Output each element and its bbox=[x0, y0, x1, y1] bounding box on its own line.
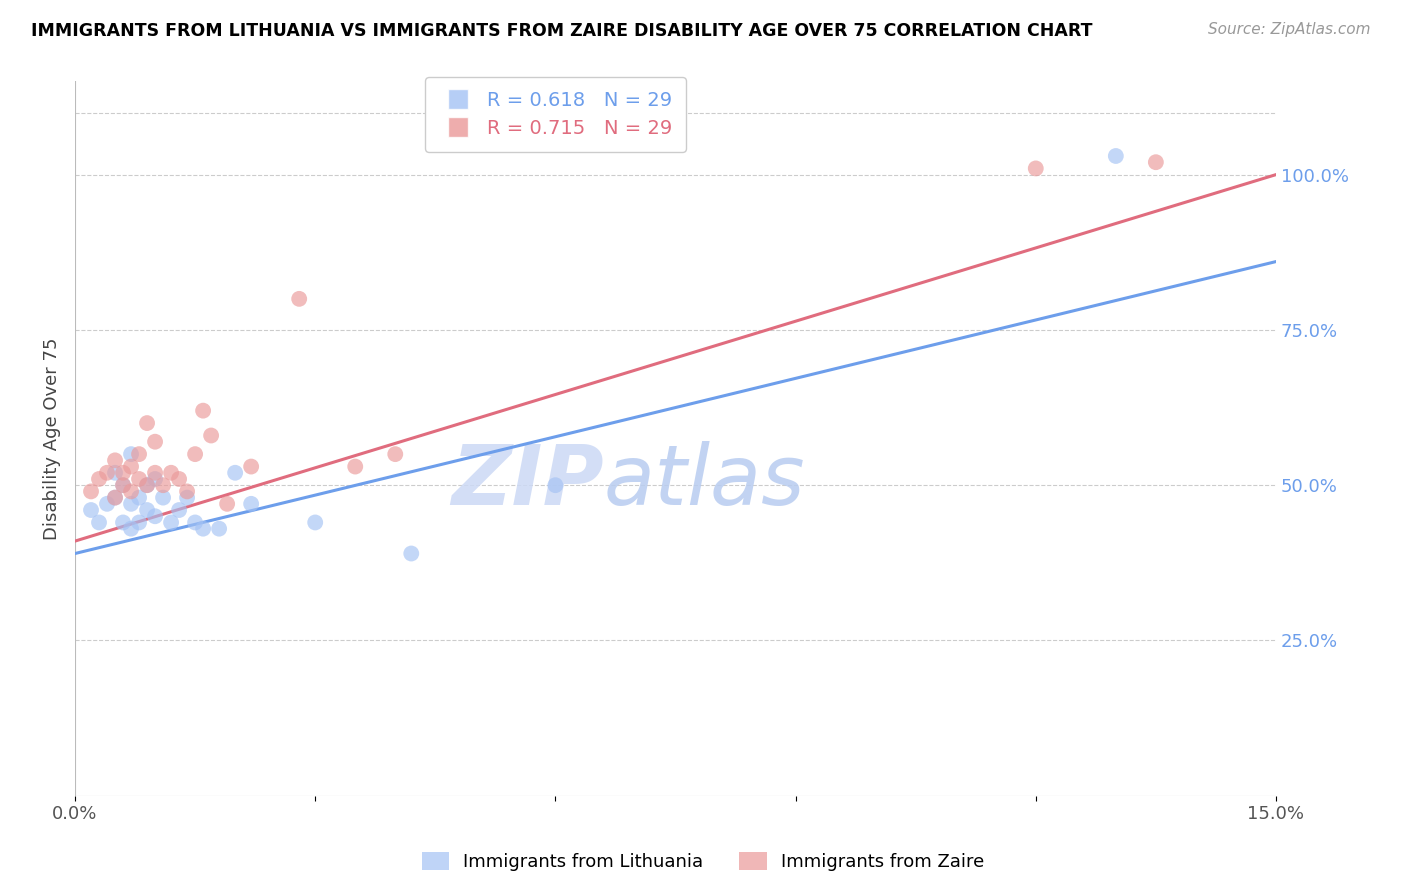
Point bbox=[120, 459, 142, 474]
Point bbox=[120, 522, 142, 536]
Point bbox=[191, 403, 214, 417]
Point bbox=[104, 491, 127, 505]
Point bbox=[176, 491, 198, 505]
Point bbox=[184, 447, 207, 461]
Point bbox=[217, 497, 239, 511]
Legend: R = 0.618   N = 29, R = 0.715   N = 29: R = 0.618 N = 29, R = 0.715 N = 29 bbox=[425, 77, 686, 152]
Point bbox=[304, 516, 326, 530]
Point bbox=[128, 447, 150, 461]
Point bbox=[112, 516, 135, 530]
Point bbox=[176, 484, 198, 499]
Point bbox=[120, 497, 142, 511]
Point bbox=[152, 478, 174, 492]
Text: ZIP: ZIP bbox=[451, 441, 603, 522]
Point bbox=[401, 547, 423, 561]
Point bbox=[80, 484, 103, 499]
Point bbox=[87, 472, 110, 486]
Point bbox=[1025, 161, 1047, 176]
Point bbox=[240, 497, 263, 511]
Point bbox=[80, 503, 103, 517]
Point bbox=[208, 522, 231, 536]
Point bbox=[120, 447, 142, 461]
Point bbox=[143, 509, 166, 524]
Point bbox=[96, 497, 118, 511]
Point bbox=[136, 503, 159, 517]
Point bbox=[224, 466, 246, 480]
Y-axis label: Disability Age Over 75: Disability Age Over 75 bbox=[44, 337, 60, 540]
Point bbox=[1105, 149, 1128, 163]
Point bbox=[200, 428, 222, 442]
Point bbox=[112, 466, 135, 480]
Point bbox=[128, 472, 150, 486]
Point bbox=[136, 478, 159, 492]
Point bbox=[344, 459, 367, 474]
Point bbox=[143, 472, 166, 486]
Point bbox=[1144, 155, 1167, 169]
Point bbox=[96, 466, 118, 480]
Point bbox=[143, 466, 166, 480]
Text: IMMIGRANTS FROM LITHUANIA VS IMMIGRANTS FROM ZAIRE DISABILITY AGE OVER 75 CORREL: IMMIGRANTS FROM LITHUANIA VS IMMIGRANTS … bbox=[31, 22, 1092, 40]
Point bbox=[112, 478, 135, 492]
Point bbox=[160, 516, 183, 530]
Point bbox=[288, 292, 311, 306]
Point bbox=[104, 466, 127, 480]
Point bbox=[544, 478, 567, 492]
Point bbox=[104, 491, 127, 505]
Point bbox=[112, 478, 135, 492]
Point bbox=[128, 491, 150, 505]
Point bbox=[120, 484, 142, 499]
Point bbox=[143, 434, 166, 449]
Point bbox=[128, 516, 150, 530]
Point bbox=[167, 503, 190, 517]
Legend: Immigrants from Lithuania, Immigrants from Zaire: Immigrants from Lithuania, Immigrants fr… bbox=[415, 845, 991, 879]
Point bbox=[87, 516, 110, 530]
Point bbox=[191, 522, 214, 536]
Point bbox=[167, 472, 190, 486]
Point bbox=[240, 459, 263, 474]
Point bbox=[184, 516, 207, 530]
Point bbox=[152, 491, 174, 505]
Point bbox=[160, 466, 183, 480]
Text: Source: ZipAtlas.com: Source: ZipAtlas.com bbox=[1208, 22, 1371, 37]
Point bbox=[104, 453, 127, 467]
Point bbox=[136, 478, 159, 492]
Point bbox=[136, 416, 159, 430]
Point bbox=[384, 447, 406, 461]
Text: atlas: atlas bbox=[603, 441, 806, 522]
